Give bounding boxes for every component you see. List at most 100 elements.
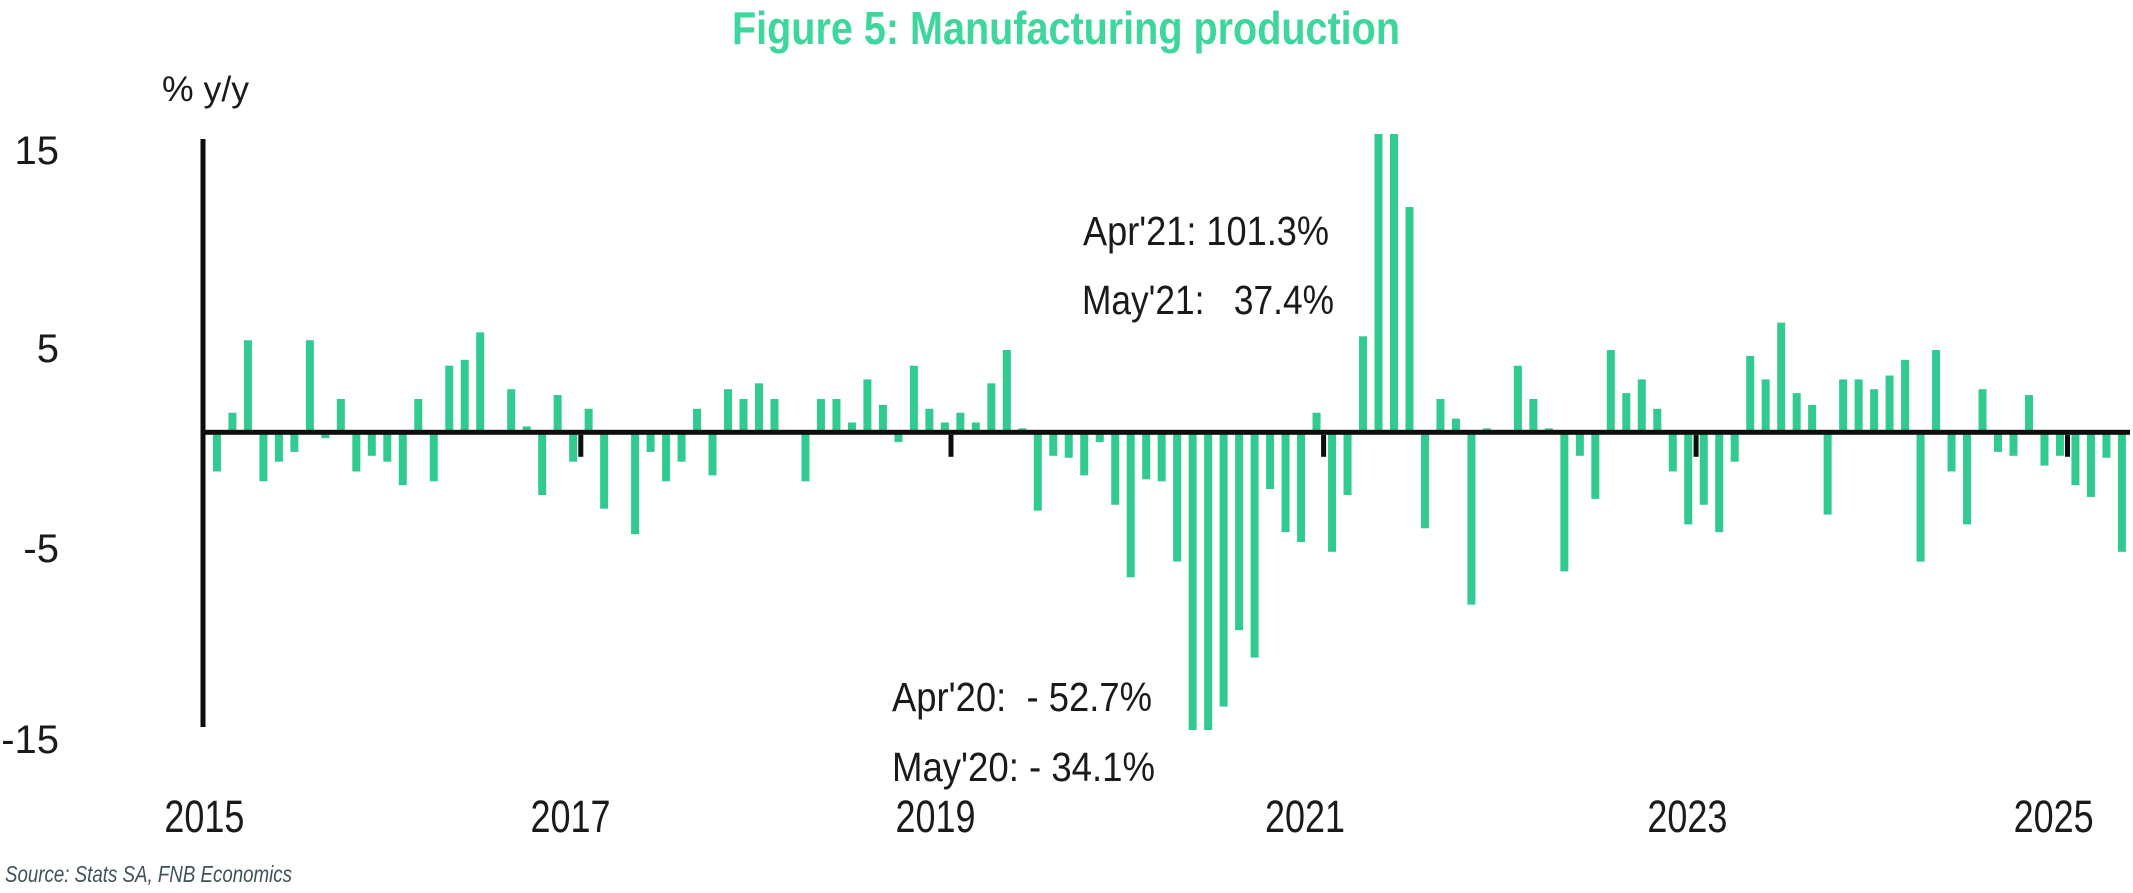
bar-2025-02	[2086, 432, 2095, 497]
bar-2015-02	[228, 412, 237, 433]
x-axis-tick-2025	[2065, 434, 2070, 457]
x-tick-label-2015: 2015	[164, 791, 244, 842]
bar-2018-03	[801, 432, 810, 482]
bar-2021-04	[1374, 134, 1383, 433]
bar-2019-09	[1080, 432, 1089, 476]
bar-2015-06	[290, 432, 299, 452]
bar-2019-06	[1033, 432, 1042, 511]
bar-2024-07	[1978, 389, 1987, 433]
bar-2021-03	[1359, 336, 1368, 433]
y-tick-label--15: -15	[1, 718, 59, 762]
bar-2015-12	[383, 432, 392, 462]
bar-2017-12	[755, 383, 763, 433]
x-axis-tick-2023	[1693, 434, 1699, 457]
bar-2016-09	[522, 426, 531, 433]
bar-2017-02	[600, 432, 609, 509]
bar-2020-11	[1297, 432, 1306, 542]
bar-2022-02	[1529, 399, 1538, 433]
bar-2015-07	[305, 340, 314, 433]
bar-2017-09	[708, 432, 717, 476]
bar-2015-10	[352, 432, 361, 472]
annotation-apr21: Apr'21: 101.3%	[1083, 208, 1329, 254]
bar-2023-02	[1715, 432, 1724, 533]
bar-2020-03	[1173, 432, 1182, 562]
bar-2017-05	[646, 432, 655, 452]
bar-2023-07	[1792, 393, 1801, 433]
bar-2021-02	[1343, 432, 1352, 495]
bar-2022-12	[1684, 432, 1693, 525]
bar-2019-11	[1111, 432, 1120, 505]
bar-2020-06	[1219, 432, 1228, 707]
bar-2018-04	[816, 399, 825, 433]
source-note: Source: Stats SA, FNB Economics	[5, 861, 292, 887]
annotation-may21: May'21: 37.4%	[1082, 277, 1334, 323]
bar-2016-12	[569, 432, 578, 462]
bar-2016-05	[460, 359, 469, 433]
bar-2016-04	[445, 365, 454, 433]
bar-2021-09	[1451, 418, 1460, 433]
bar-2023-03	[1730, 432, 1739, 462]
x-tick-label-2017: 2017	[531, 791, 611, 842]
bar-2019-02	[971, 422, 980, 433]
bar-2021-06	[1405, 207, 1414, 433]
bar-2016-11	[553, 395, 562, 433]
bar-2016-01	[398, 432, 407, 486]
bar-2023-06	[1777, 322, 1786, 433]
bar-2025-03	[2102, 432, 2111, 458]
annotation-apr20: Apr'20: - 52.7%	[892, 674, 1152, 720]
bar-2016-02	[414, 399, 423, 433]
bar-2024-06	[1963, 432, 1972, 525]
bar-2024-04	[1932, 350, 1941, 433]
bar-2022-06	[1591, 432, 1600, 499]
bar-2018-06	[847, 422, 856, 433]
bar-2016-08	[507, 389, 516, 433]
bar-2024-10	[2024, 395, 2033, 433]
x-tick-label-2021: 2021	[1265, 791, 1345, 842]
bar-2017-04	[631, 432, 640, 535]
bar-2023-12	[1870, 389, 1879, 433]
bar-2020-07	[1235, 432, 1244, 631]
bar-2017-06	[662, 432, 671, 482]
bar-2018-01	[770, 399, 779, 433]
bar-2019-10	[1095, 432, 1104, 443]
bar-2019-08	[1064, 432, 1073, 458]
bar-2019-03	[987, 383, 996, 433]
bar-2022-11	[1668, 432, 1677, 472]
x-tick-label-2025: 2025	[2014, 791, 2094, 842]
bar-2017-11	[739, 399, 748, 433]
bar-2023-08	[1808, 404, 1817, 433]
bar-2020-09	[1266, 432, 1275, 490]
bar-2022-10	[1653, 408, 1662, 433]
bar-2020-04	[1188, 432, 1197, 730]
bar-2019-01	[956, 412, 965, 433]
bar-2019-04	[1002, 350, 1011, 433]
bar-2020-10	[1281, 432, 1290, 533]
bar-2023-04	[1746, 355, 1755, 433]
bar-2015-03	[243, 340, 252, 433]
y-axis-title: % y/y	[162, 70, 249, 109]
x-tick-label-2019: 2019	[896, 791, 976, 842]
bar-2018-09	[894, 432, 903, 443]
bar-2016-06	[476, 332, 485, 433]
bar-2024-09	[2009, 432, 2018, 456]
bar-2021-10	[1467, 432, 1476, 605]
bar-2024-03	[1916, 432, 1925, 562]
bar-2024-12	[2055, 432, 2064, 456]
x-axis-zero-line	[200, 429, 2130, 435]
bar-2024-11	[2040, 432, 2049, 466]
bar-2020-01	[1142, 432, 1151, 480]
bar-2023-05	[1761, 379, 1770, 433]
y-tick-label-15: 15	[15, 129, 60, 173]
bar-2015-04	[259, 432, 268, 482]
bar-2022-09	[1637, 379, 1646, 433]
bars-group	[212, 134, 2126, 730]
bar-2021-05	[1389, 134, 1398, 433]
bar-2020-08	[1250, 432, 1259, 658]
annotation-may20: May'20: - 34.1%	[892, 744, 1155, 790]
bar-2021-07	[1420, 432, 1429, 529]
bar-2023-01	[1699, 432, 1708, 505]
bar-2015-09	[336, 399, 345, 433]
y-tick-label-5: 5	[37, 327, 59, 371]
bar-2022-07	[1606, 350, 1615, 433]
